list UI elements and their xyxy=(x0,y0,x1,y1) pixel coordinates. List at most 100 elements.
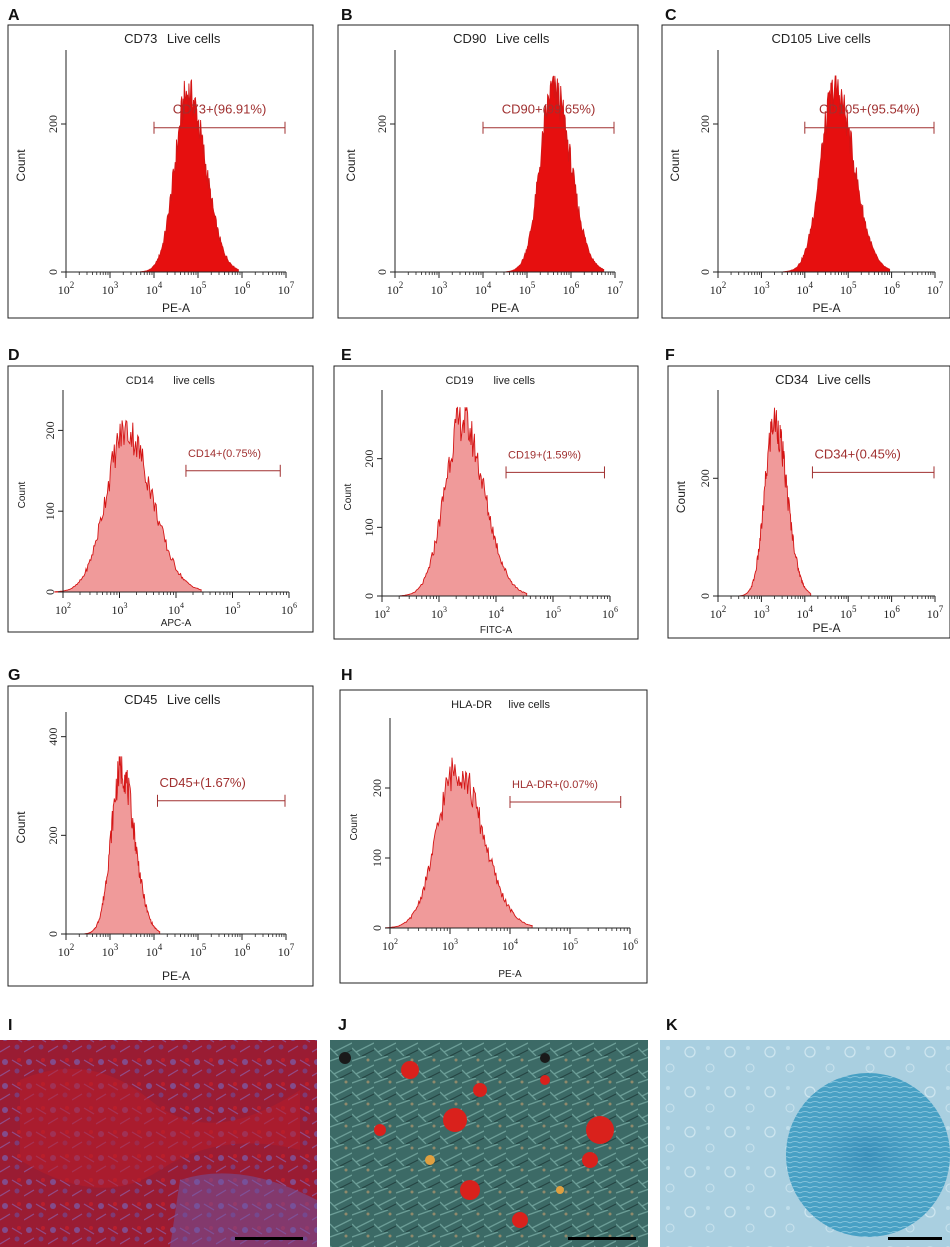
x-tick-label: 102 xyxy=(710,604,727,621)
chart-subtitle: Live cells xyxy=(167,692,221,707)
chart-title: CD14 xyxy=(126,375,154,387)
x-tick-label: 102 xyxy=(55,601,71,617)
histogram-area xyxy=(84,756,161,935)
panel-c: C CD105 Live cells 102 103 104 105 106 107 0 200 PE… xyxy=(661,7,950,319)
y-tick-label: 200 xyxy=(698,115,712,133)
y-axis-label: Count xyxy=(343,484,354,511)
x-axis-label: PE-A xyxy=(491,301,519,315)
panel-frame xyxy=(339,689,648,984)
y-tick-label: 0 xyxy=(698,269,712,275)
x-tick-label: 106 xyxy=(883,604,900,621)
y-axis-label: Count xyxy=(17,481,28,508)
y-axis-label: Count xyxy=(14,811,28,844)
x-tick-label: 105 xyxy=(519,280,536,297)
y-axis-label: Count xyxy=(14,149,28,182)
x-tick-label: 102 xyxy=(382,937,398,953)
gate-label: CD19+(1.59%) xyxy=(508,449,581,461)
flow-histograms: A CD73 Live cells 102 103 104 105 106 107 0 200 PE-… xyxy=(7,7,950,987)
x-tick-label: 106 xyxy=(563,280,580,297)
chart-title: CD34 xyxy=(775,372,808,387)
micrograph-j xyxy=(330,1040,648,1247)
scale-bar-j xyxy=(568,1237,636,1240)
x-tick-label: 104 xyxy=(488,605,504,621)
x-tick-label: 104 xyxy=(168,601,184,617)
y-tick-label: 100 xyxy=(362,518,376,536)
micrograph-i-purple-region xyxy=(170,1173,317,1247)
chart-subtitle: Live cells xyxy=(817,31,871,46)
micrograph-k-nodule-shade xyxy=(786,1073,950,1237)
x-axis-label: PE-A xyxy=(812,301,840,315)
x-tick-label: 106 xyxy=(234,280,251,297)
x-tick-label: 107 xyxy=(607,280,624,297)
chart-subtitle: live cells xyxy=(493,375,535,387)
y-tick-label: 0 xyxy=(46,931,60,937)
y-tick-label: 200 xyxy=(46,115,60,133)
histogram-area xyxy=(783,75,891,273)
y-tick-label: 100 xyxy=(43,502,57,520)
x-tick-label: 107 xyxy=(927,604,944,621)
chart-subtitle: live cells xyxy=(508,699,550,711)
panel-label: C xyxy=(665,7,677,24)
x-tick-label: 104 xyxy=(475,280,492,297)
x-axis-label: PE-A xyxy=(162,301,190,315)
histogram-area xyxy=(385,757,533,929)
x-tick-label: 103 xyxy=(753,604,770,621)
histogram-area xyxy=(54,419,202,593)
x-tick-label: 107 xyxy=(278,942,295,959)
histogram-area xyxy=(739,407,812,597)
y-tick-label: 0 xyxy=(362,593,376,599)
panel-label: G xyxy=(8,667,20,684)
panel-g: G CD45 Live cells 102 103 104 105 106 107 0 200 400… xyxy=(7,667,314,987)
y-tick-label: 0 xyxy=(43,589,57,595)
x-axis-label: FITC-A xyxy=(480,625,513,636)
x-tick-label: 105 xyxy=(840,280,857,297)
x-tick-label: 103 xyxy=(102,942,119,959)
x-tick-label: 102 xyxy=(710,280,727,297)
panel-e: E CD19 live cells 102 103 104 105 106 0 100 200 FIT… xyxy=(333,347,639,640)
y-tick-label: 200 xyxy=(370,779,384,797)
chart-subtitle: Live cells xyxy=(817,372,871,387)
micrographs: I J K xyxy=(0,1017,950,1247)
x-tick-label: 103 xyxy=(431,280,448,297)
x-axis-label: PE-A xyxy=(498,969,522,980)
panel-label-j: J xyxy=(338,1017,347,1034)
chart-title: CD45 xyxy=(124,692,157,707)
gate-label: CD45+(1.67%) xyxy=(159,775,245,790)
x-axis-label: PE-A xyxy=(812,621,840,635)
gate-label: HLA-DR+(0.07%) xyxy=(512,779,598,791)
y-axis-label: Count xyxy=(344,149,358,182)
gate-label: CD105+(95.54%) xyxy=(819,102,920,117)
x-axis-label: PE-A xyxy=(162,969,190,983)
x-tick-label: 107 xyxy=(278,280,295,297)
x-tick-label: 106 xyxy=(883,280,900,297)
y-tick-label: 200 xyxy=(46,826,60,844)
histogram-area xyxy=(505,75,605,273)
y-tick-label: 200 xyxy=(362,450,376,468)
gate-label: CD14+(0.75%) xyxy=(188,448,261,460)
x-tick-label: 104 xyxy=(797,604,814,621)
gate-label: CD34+(0.45%) xyxy=(814,446,900,461)
panel-b: B CD90 Live cells 102 103 104 105 106 107 0 200 PE-… xyxy=(337,7,639,319)
x-tick-label: 106 xyxy=(622,937,638,953)
y-tick-label: 0 xyxy=(375,269,389,275)
gate-label: CD90+(99.65%) xyxy=(502,102,596,117)
chart-subtitle: Live cells xyxy=(496,31,550,46)
chart-subtitle: live cells xyxy=(173,375,215,387)
panel-label: H xyxy=(341,667,353,684)
x-tick-label: 103 xyxy=(442,937,458,953)
chart-title: CD105 xyxy=(772,31,812,46)
panel-a: A CD73 Live cells 102 103 104 105 106 107 0 200 PE-… xyxy=(7,7,314,319)
x-tick-label: 104 xyxy=(146,942,163,959)
panel-label-k: K xyxy=(666,1017,678,1034)
x-axis-label: APC-A xyxy=(161,618,192,629)
y-tick-label: 0 xyxy=(698,593,712,599)
panel-label: B xyxy=(341,7,353,24)
x-tick-label: 105 xyxy=(562,937,578,953)
chart-title: CD19 xyxy=(445,375,473,387)
panel-label: D xyxy=(8,347,20,364)
x-tick-label: 103 xyxy=(112,601,128,617)
gate-label: CD73+(96.91%) xyxy=(173,102,267,117)
x-tick-label: 105 xyxy=(840,604,857,621)
y-tick-label: 400 xyxy=(46,728,60,746)
x-tick-label: 106 xyxy=(234,942,251,959)
